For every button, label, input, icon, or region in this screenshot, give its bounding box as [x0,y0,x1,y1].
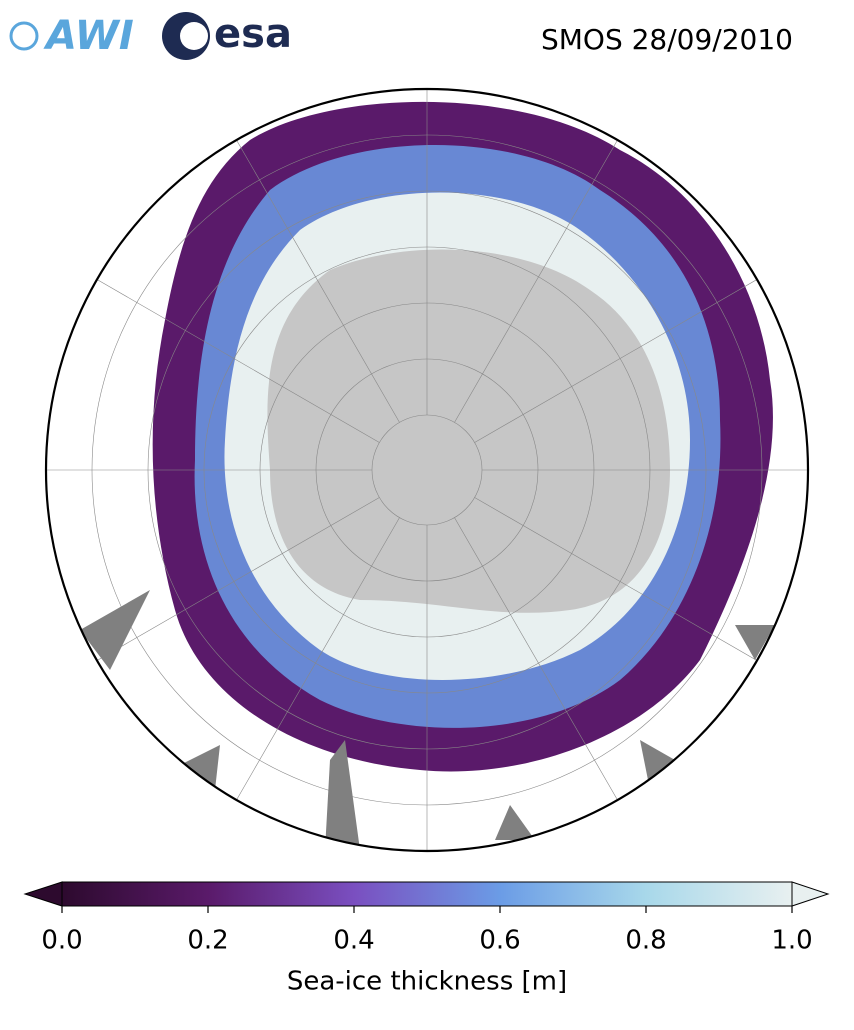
colorbar-tick-label: 0.4 [333,926,374,956]
graticule-meridian [89,274,380,443]
colorbar-tick-label: 0.8 [625,926,666,956]
colorbar-label: Sea-ice thickness [m] [287,967,567,997]
map [46,89,808,851]
colorbar-extend-high [791,881,830,907]
graticule-meridian [231,517,400,808]
colorbar-extend-low [23,881,63,907]
graticule-meridian [454,132,623,423]
colorbar-tick-label: 0.2 [187,926,228,956]
logo-awi: AWI [9,13,134,59]
graticule-meridian [89,497,380,666]
colorbar-tick-label: 0.0 [41,926,82,956]
graticule-meridian [231,132,400,423]
map-title: SMOS 28/09/2010 [541,23,793,56]
graticule-meridian [474,274,765,443]
colorbar-ramp [61,881,793,907]
logo-esa: esa [162,11,292,60]
logo-text: esa [214,11,292,57]
colorbar-tick-label: 0.6 [479,926,520,956]
colorbar [23,881,830,913]
colorbar-tick-label: 1.0 [771,926,812,956]
graticule-meridian [454,517,623,808]
map-border [44,87,810,853]
logo-text: AWI [43,13,134,59]
graticule-meridian [474,497,765,666]
